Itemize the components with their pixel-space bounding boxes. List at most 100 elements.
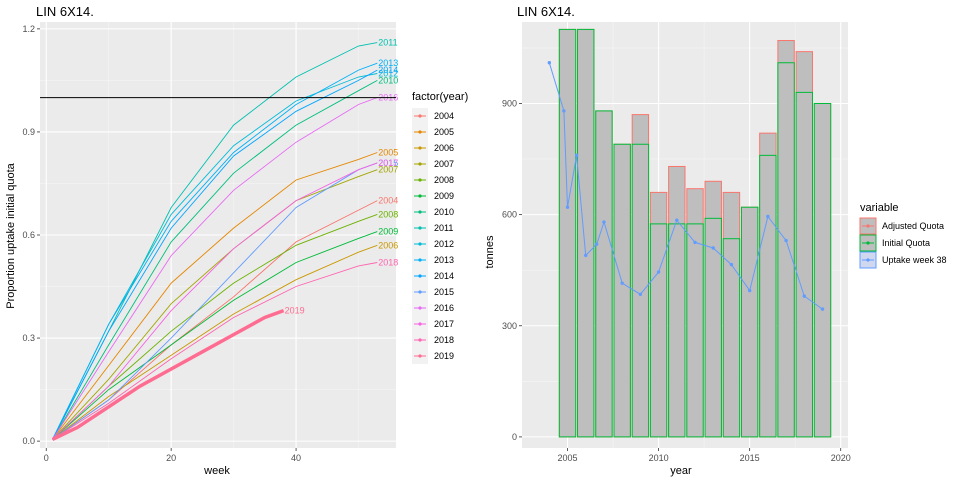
bar-initial-quota-2009 [631, 143, 650, 438]
legend-key-point [418, 338, 422, 342]
legend-key-point [418, 226, 422, 230]
legend-label-2014: 2014 [434, 271, 454, 281]
bar-initial-quota-2012 [686, 223, 704, 438]
line-chart-title: LIN 6X14. [36, 4, 94, 19]
bar-initial-quota-2005 [558, 28, 577, 438]
legend-key-point [418, 274, 422, 278]
uptake-point [620, 281, 624, 285]
bar-initial-quota-2011 [668, 223, 686, 438]
legend-key-point [418, 210, 422, 214]
uptake-point [711, 246, 715, 250]
bar-initial-quota-2015 [740, 206, 759, 438]
uptake-point [562, 109, 566, 113]
x-tick-label: 40 [291, 453, 301, 463]
uptake-point [574, 153, 579, 158]
bar-chart-x-axis-label: year [670, 465, 692, 477]
series-end-label-2018: 2018 [378, 257, 398, 267]
uptake-point [656, 270, 661, 274]
y-tick-label: 0.9 [22, 127, 35, 137]
uptake-point [820, 307, 825, 311]
legend-label-2004: 2004 [434, 111, 454, 121]
line-chart-legend-title: factor(year) [412, 91, 468, 103]
legend-label-adjusted-quota: Adjusted Quota [882, 221, 944, 231]
y-tick-label: 600 [502, 210, 517, 220]
uptake-point [547, 61, 552, 65]
series-end-label-2014: 2014 [378, 65, 398, 75]
series-end-label-2019: 2019 [285, 306, 305, 316]
uptake-point [584, 253, 588, 258]
series-end-label-2013: 2013 [378, 58, 398, 68]
series-line-2016 [52, 97, 378, 440]
legend-key-point [418, 114, 422, 118]
legend-label-2009: 2009 [434, 191, 454, 201]
line-chart-legend: factor(year) 2004 2005 2006 2007 2008 2009 201… [412, 91, 468, 364]
x-tick-label: 2020 [831, 453, 851, 463]
legend-key-point [418, 290, 422, 294]
series-end-label-2009: 2009 [378, 227, 398, 237]
legend-key-point [418, 306, 422, 310]
legend-key-point [418, 178, 422, 182]
bar-initial-quota-2007 [595, 110, 613, 438]
legend-label-2007: 2007 [434, 159, 454, 169]
series-line-2018 [52, 262, 378, 440]
uptake-point [602, 220, 606, 224]
series-end-label-2004: 2004 [378, 196, 398, 206]
series-line-2017 [52, 162, 378, 440]
bar-chart-legend-title: variable [860, 202, 899, 214]
legend-key-point [418, 322, 422, 326]
legend-key-point [866, 241, 870, 245]
line-chart-y-axis-label: Proportion uptake initial quota [5, 162, 17, 308]
x-tick-label: 2010 [649, 453, 669, 463]
series-line-2005 [52, 152, 378, 440]
legend-label-2012: 2012 [434, 239, 454, 249]
bar-chart-title: LIN 6X14. [517, 4, 575, 19]
y-tick-label: 0 [512, 432, 517, 442]
y-tick-label: 300 [502, 321, 517, 331]
line-chart-axes: 0 20 40 0.0 0.3 0.6 0.9 1.2 [22, 24, 301, 463]
uptake-point [747, 288, 752, 293]
uptake-point [802, 294, 806, 298]
bar-initial-quota-2016 [759, 154, 777, 438]
series-end-label-2006: 2006 [378, 240, 398, 250]
legend-label-2010: 2010 [434, 207, 454, 217]
legend-label-2018: 2018 [434, 335, 454, 345]
bar-chart-uptake-series [547, 61, 825, 311]
x-tick-label: 0 [44, 453, 49, 463]
line-chart-grid [40, 22, 396, 448]
series-end-label-2010: 2010 [378, 75, 398, 85]
uptake-point [766, 214, 770, 219]
x-tick-label: 20 [166, 453, 176, 463]
uptake-point [729, 262, 734, 267]
legend-key-point [866, 224, 870, 228]
y-tick-label: 0.0 [22, 436, 35, 446]
series-end-label-2017: 2017 [378, 158, 398, 168]
y-tick-label: 0.6 [22, 230, 35, 240]
legend-label-2011: 2011 [434, 223, 453, 233]
uptake-point [638, 292, 643, 296]
legend-label-2019: 2019 [434, 351, 454, 361]
legend-key-point [418, 354, 422, 358]
series-line-2019 [51, 308, 285, 441]
series-end-label-2011: 2011 [378, 38, 397, 48]
series-end-label-2008: 2008 [378, 209, 398, 219]
series-end-label-2005: 2005 [378, 148, 398, 158]
y-tick-label: 900 [502, 98, 517, 108]
legend-key-point [418, 194, 422, 198]
legend-label-2008: 2008 [434, 175, 454, 185]
legend-label-2015: 2015 [434, 287, 454, 297]
legend-label-2006: 2006 [434, 143, 454, 153]
bar-initial-quota-2017 [777, 62, 795, 438]
y-tick-label: 1.2 [22, 24, 35, 34]
series-line-2014 [52, 69, 378, 440]
bar-initial-quota-2006 [577, 28, 595, 438]
bar-initial-quota-2019 [813, 102, 832, 438]
legend-label-2013: 2013 [434, 255, 454, 265]
x-tick-label: 2015 [740, 453, 760, 463]
series-line-2006 [52, 244, 378, 440]
series-line-2013 [52, 62, 378, 440]
bar-initial-quota-2014 [722, 238, 741, 438]
legend-key-point [418, 242, 422, 246]
legend-label-2005: 2005 [434, 127, 454, 137]
bar-initial-quota-2018 [795, 91, 813, 438]
